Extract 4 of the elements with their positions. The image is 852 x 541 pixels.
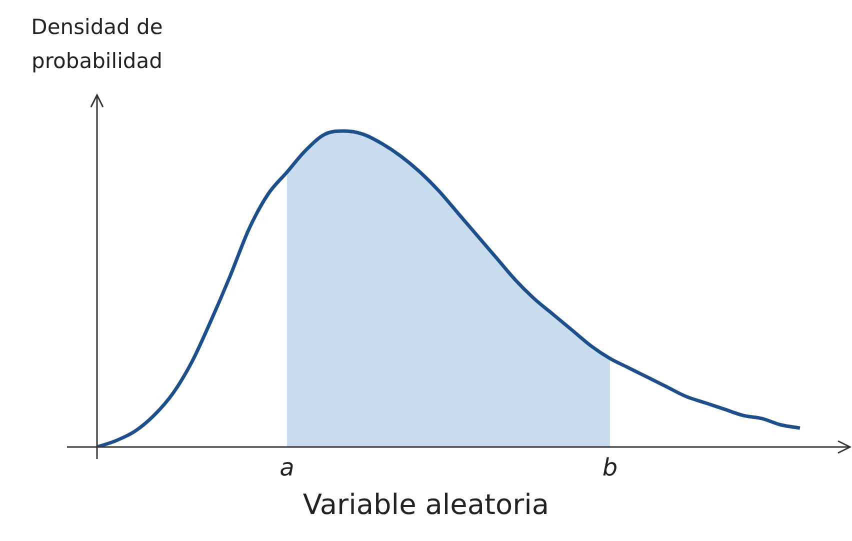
y-axis-title: Densidad de probabilidad bbox=[30, 14, 164, 75]
x-tick-label: b bbox=[602, 454, 618, 482]
x-axis-title: Variable aleatoria bbox=[302, 488, 550, 521]
x-tick-label: a bbox=[280, 454, 294, 482]
